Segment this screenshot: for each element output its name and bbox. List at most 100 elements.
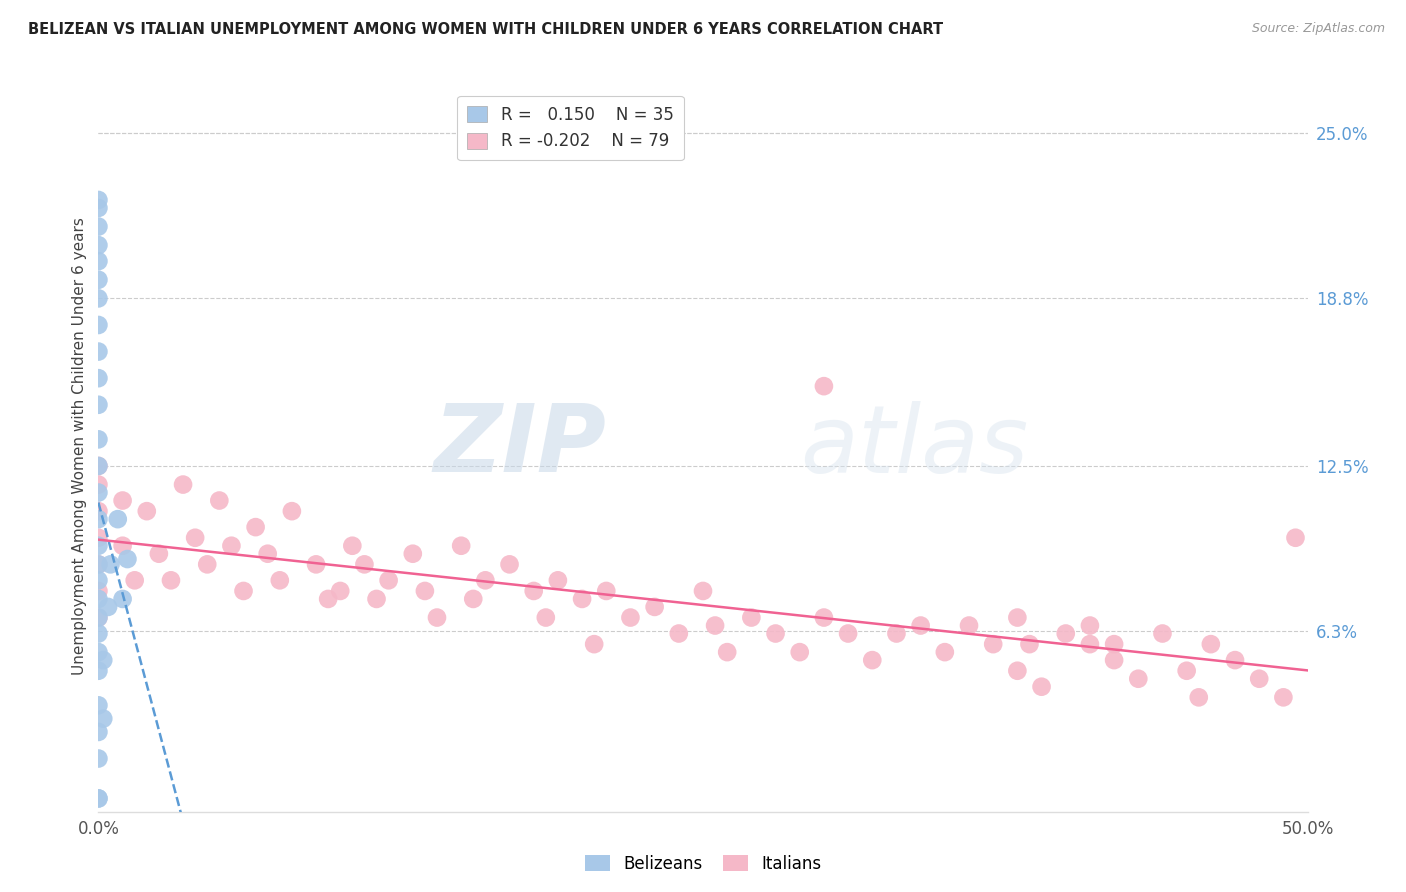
Legend: Belizeans, Italians: Belizeans, Italians <box>578 848 828 880</box>
Point <box>704 618 727 632</box>
Point <box>269 574 291 588</box>
Point <box>87 791 110 805</box>
Point <box>1031 680 1053 694</box>
Point <box>644 599 666 614</box>
Point <box>87 512 110 526</box>
Point <box>245 520 267 534</box>
Point <box>1007 664 1029 678</box>
Point <box>87 610 110 624</box>
Text: ZIP: ZIP <box>433 400 606 492</box>
Point <box>87 558 110 572</box>
Point <box>87 610 110 624</box>
Point <box>87 584 110 599</box>
Point <box>595 584 617 599</box>
Point <box>184 531 207 545</box>
Point <box>1175 664 1198 678</box>
Point <box>934 645 956 659</box>
Point <box>1128 672 1150 686</box>
Point <box>87 531 110 545</box>
Point <box>957 618 980 632</box>
Point <box>571 591 593 606</box>
Point <box>353 558 375 572</box>
Point <box>111 539 134 553</box>
Point <box>87 504 110 518</box>
Point <box>124 574 146 588</box>
Point <box>87 318 110 332</box>
Text: atlas: atlas <box>800 401 1028 491</box>
Point <box>107 512 129 526</box>
Text: BELIZEAN VS ITALIAN UNEMPLOYMENT AMONG WOMEN WITH CHILDREN UNDER 6 YEARS CORRELA: BELIZEAN VS ITALIAN UNEMPLOYMENT AMONG W… <box>28 22 943 37</box>
Point <box>91 653 114 667</box>
Point <box>100 558 122 572</box>
Point <box>87 626 110 640</box>
Point <box>426 610 449 624</box>
Point <box>87 458 110 473</box>
Point <box>860 653 883 667</box>
Point <box>111 591 134 606</box>
Point <box>87 645 110 659</box>
Point <box>87 254 110 268</box>
Point <box>886 626 908 640</box>
Point <box>1199 637 1222 651</box>
Point <box>195 558 218 572</box>
Point <box>1018 637 1040 651</box>
Point <box>87 398 110 412</box>
Point <box>413 584 436 599</box>
Point <box>463 591 485 606</box>
Point <box>172 477 194 491</box>
Text: Source: ZipAtlas.com: Source: ZipAtlas.com <box>1251 22 1385 36</box>
Point <box>87 292 110 306</box>
Point <box>87 458 110 473</box>
Point <box>221 539 243 553</box>
Point <box>668 626 690 640</box>
Point <box>87 193 110 207</box>
Point <box>450 539 472 553</box>
Point <box>1223 653 1246 667</box>
Point <box>316 591 339 606</box>
Point <box>1284 531 1306 545</box>
Point <box>765 626 787 640</box>
Point <box>160 574 183 588</box>
Point <box>716 645 738 659</box>
Point <box>87 344 110 359</box>
Point <box>402 547 425 561</box>
Point <box>87 664 110 678</box>
Point <box>135 504 157 518</box>
Point <box>1272 690 1295 705</box>
Point <box>342 539 364 553</box>
Point <box>837 626 859 640</box>
Point <box>547 574 569 588</box>
Point <box>87 433 110 447</box>
Point <box>329 584 352 599</box>
Point <box>87 371 110 385</box>
Point <box>87 574 110 588</box>
Point <box>87 219 110 234</box>
Point <box>474 574 496 588</box>
Point <box>1078 618 1101 632</box>
Point <box>97 599 120 614</box>
Point <box>87 725 110 739</box>
Point <box>813 379 835 393</box>
Point <box>87 558 110 572</box>
Point <box>111 493 134 508</box>
Point <box>740 610 762 624</box>
Point <box>619 610 641 624</box>
Point <box>1078 637 1101 651</box>
Point <box>534 610 557 624</box>
Point <box>281 504 304 518</box>
Point <box>208 493 231 508</box>
Legend: R =   0.150    N = 35, R = -0.202    N = 79: R = 0.150 N = 35, R = -0.202 N = 79 <box>457 96 683 161</box>
Point <box>1054 626 1077 640</box>
Point <box>87 698 110 713</box>
Point <box>91 712 114 726</box>
Point <box>1102 653 1125 667</box>
Point <box>87 591 110 606</box>
Point <box>789 645 811 659</box>
Point <box>1102 637 1125 651</box>
Point <box>366 591 388 606</box>
Point <box>87 485 110 500</box>
Point <box>87 201 110 215</box>
Point <box>87 273 110 287</box>
Point <box>87 791 110 805</box>
Point <box>1249 672 1271 686</box>
